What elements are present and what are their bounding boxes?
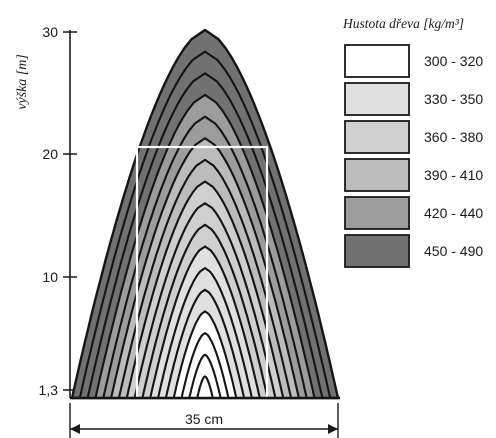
legend-swatch bbox=[344, 196, 410, 230]
legend-label: 390 - 410 bbox=[424, 167, 483, 183]
legend-swatch bbox=[344, 234, 410, 268]
y-tick-label: 10 bbox=[42, 269, 58, 285]
arrow-left-icon bbox=[70, 424, 80, 434]
legend-swatch bbox=[344, 44, 410, 78]
legend-label: 360 - 380 bbox=[424, 129, 483, 145]
legend-label: 420 - 440 bbox=[424, 205, 483, 221]
base-width-label: 35 cm bbox=[185, 411, 223, 427]
y-axis-ticks: 30 20 10 1,3 bbox=[39, 24, 77, 398]
stem-cross-section bbox=[70, 28, 340, 400]
legend-swatch bbox=[344, 158, 410, 192]
arrow-right-icon bbox=[328, 424, 338, 434]
y-tick-label: 30 bbox=[42, 24, 58, 40]
legend-label: 330 - 350 bbox=[424, 91, 483, 107]
y-tick-label: 1,3 bbox=[39, 382, 59, 398]
legend-items: 300 - 320 330 - 350 360 - 380 390 - 410 420 … bbox=[344, 44, 483, 268]
y-axis: 30 20 10 1,3 výška [m] bbox=[15, 24, 77, 398]
legend-swatch bbox=[344, 82, 410, 116]
base-dimension: 35 cm bbox=[69, 403, 339, 438]
legend: Hustota dřeva [kg/m³] 300 - 320 330 - 350… bbox=[342, 16, 483, 268]
y-axis-label: výška [m] bbox=[15, 54, 30, 110]
legend-swatch bbox=[344, 120, 410, 154]
legend-label: 450 - 490 bbox=[424, 243, 483, 259]
y-tick-label: 20 bbox=[42, 146, 58, 162]
legend-title: Hustota dřeva [kg/m³] bbox=[342, 16, 464, 31]
legend-label: 300 - 320 bbox=[424, 53, 483, 69]
